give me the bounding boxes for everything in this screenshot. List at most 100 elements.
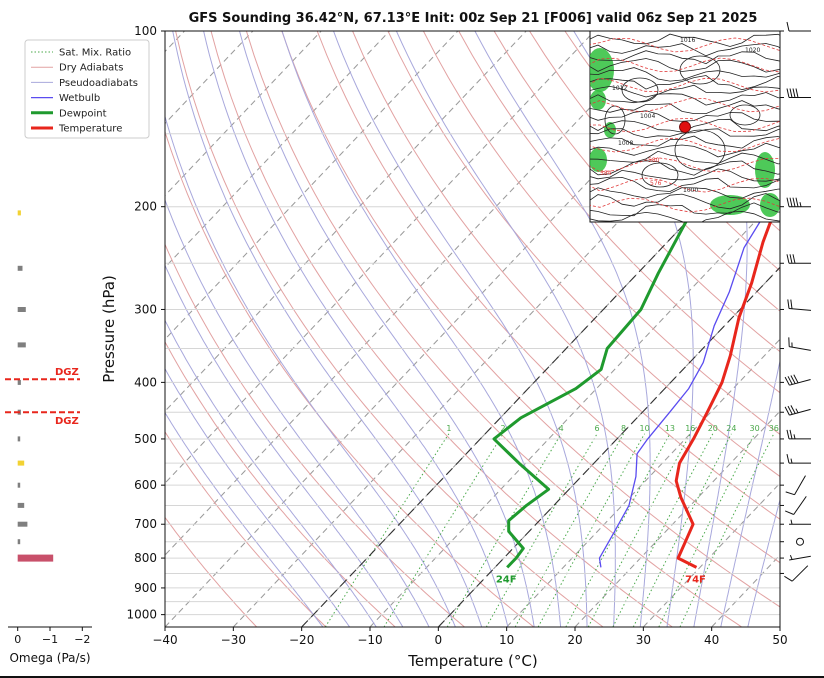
x-tick-label: −40	[152, 633, 177, 647]
pseudoadiabat-line	[281, 31, 562, 627]
omega-bar	[17, 502, 25, 508]
y-tick-label: 300	[134, 302, 157, 316]
barb-flag	[787, 376, 793, 385]
map-closed-contour	[729, 104, 761, 126]
wind-barb	[787, 299, 812, 311]
mixing-ratio-line	[612, 433, 714, 627]
omega-bar	[17, 521, 28, 527]
map-isobar-line	[590, 160, 780, 176]
dry-adiabat-line	[458, 31, 780, 394]
barb-flag	[792, 197, 796, 207]
dry-adiabat-line	[387, 31, 780, 478]
map-closed-contour	[621, 77, 659, 103]
chart-title: GFS Sounding 36.42°N, 67.13°E Init: 00z …	[189, 11, 758, 26]
calm-wind-circle	[796, 537, 804, 546]
barb-staff	[789, 555, 811, 561]
dry-adiabat-line	[281, 31, 780, 608]
map-isobar-line	[590, 176, 780, 192]
bottom-rule	[0, 676, 824, 678]
legend-frame	[24, 39, 150, 139]
barb-half-flag	[795, 408, 799, 414]
pseudoadiabat-line	[203, 31, 509, 627]
omega-axis-label: Omega (Pa/s)	[9, 651, 90, 665]
precip-area	[710, 195, 750, 215]
map-thickness-line	[590, 157, 780, 173]
wind-barb	[789, 555, 811, 561]
map-contour-label: 584	[600, 170, 612, 177]
wind-barb	[786, 254, 811, 264]
map-isobar-line	[590, 84, 780, 98]
dry-adiabat-line	[175, 31, 604, 627]
map-isobar-line	[590, 100, 780, 114]
barb-flag	[786, 453, 790, 464]
map-isobar-line	[590, 135, 780, 149]
wind-barb	[789, 519, 811, 525]
y-tick-label: 500	[134, 432, 157, 446]
dry-adiabat-line	[165, 430, 327, 627]
barb-flag	[789, 88, 793, 98]
map-isobar-line	[590, 67, 780, 82]
omega-bar	[17, 265, 23, 271]
map-isobar-line	[590, 150, 780, 165]
barb-flag	[786, 197, 790, 207]
dry-adiabat-line	[422, 31, 780, 435]
pseudoadiabat-line	[165, 264, 404, 627]
wind-barb	[786, 197, 811, 208]
mixing-ratio-line	[383, 433, 504, 627]
precip-area	[760, 193, 780, 217]
barb-staff	[789, 408, 811, 416]
isotherm-line	[165, 31, 595, 484]
barb-flag	[786, 254, 790, 264]
map-thickness-line	[590, 98, 780, 113]
pseudoadiabat-line	[747, 497, 780, 627]
precip-area	[590, 148, 607, 172]
x-tick-label: 10	[499, 633, 514, 647]
barb-flag	[786, 21, 790, 32]
isotherm-line	[165, 31, 390, 269]
isotherm-highlight-line	[437, 266, 780, 627]
mixing-ratio-label: 1	[446, 424, 451, 433]
y-tick-label: 800	[134, 551, 157, 565]
barb-flag	[792, 88, 796, 98]
omega-bar	[17, 482, 21, 488]
pseudoadiabat-line	[165, 114, 456, 627]
barb-flag	[784, 575, 793, 582]
pseudoadiabat-line	[692, 31, 748, 627]
legend-label: Temperature	[58, 124, 122, 135]
isotherm-line	[779, 626, 780, 627]
wind-barb	[784, 405, 811, 416]
mixing-ratio-label: 2	[500, 424, 505, 433]
map-isobar-line	[590, 110, 780, 122]
series-line-wetbulb	[598, 206, 770, 568]
map-contour-label: 1000	[683, 187, 698, 194]
barb-flag	[795, 88, 799, 98]
pseudoadiabat-line	[474, 31, 651, 627]
mixing-ratio-line	[679, 433, 775, 627]
barb-flag	[789, 197, 793, 207]
barb-staff	[791, 565, 809, 582]
legend-label: Pseudoadiabats	[59, 78, 138, 89]
omega-tick-label: −1	[42, 633, 58, 646]
barb-staff	[789, 379, 811, 386]
omega-bar	[17, 342, 26, 348]
dry-adiabat-line	[165, 130, 535, 627]
y-tick-label: 200	[134, 200, 157, 214]
mixing-ratio-line	[565, 433, 671, 627]
isotherm-line	[165, 31, 664, 556]
wind-barb	[785, 496, 807, 515]
map-contour-label: 1012	[612, 85, 627, 92]
omega-bar	[17, 436, 21, 442]
map-isobar-line	[590, 210, 780, 222]
dry-adiabat-line	[316, 31, 780, 564]
map-contour-label: 1020	[745, 47, 760, 54]
pseudoadiabat-line	[165, 319, 377, 627]
map-thickness-line	[590, 37, 780, 53]
map-thickness-line	[590, 57, 780, 73]
legend-label: Wetbulb	[59, 93, 100, 104]
dry-adiabat-line	[813, 31, 824, 627]
dry-adiabat-line	[529, 31, 780, 312]
y-tick-label: 900	[134, 581, 157, 595]
barb-half-flag	[793, 434, 796, 440]
barb-flag	[795, 197, 799, 207]
map-isobar-line	[590, 142, 780, 158]
